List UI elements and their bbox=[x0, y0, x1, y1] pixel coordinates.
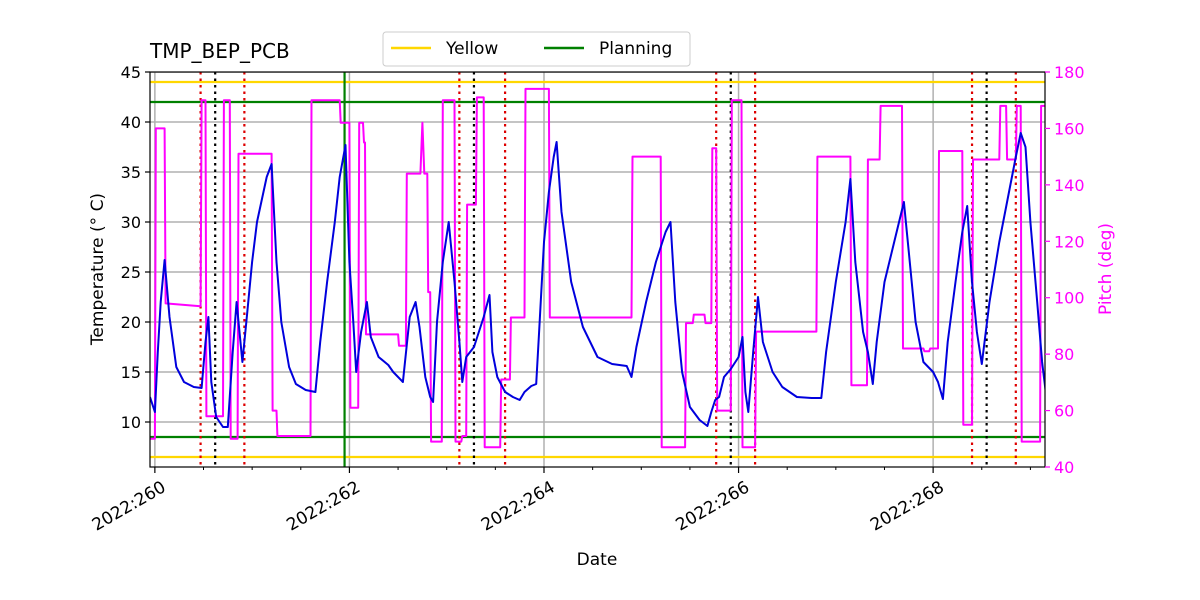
y-tick-label: 45 bbox=[121, 63, 141, 82]
x-tick-label: 2022:260 bbox=[89, 477, 170, 535]
y2-tick-label: 60 bbox=[1054, 402, 1074, 421]
y2-axis-label: Pitch (deg) bbox=[1096, 223, 1116, 315]
y2-tick-label: 120 bbox=[1054, 232, 1085, 251]
pitch-series-line bbox=[150, 87, 1045, 449]
y2-tick-label: 140 bbox=[1054, 176, 1085, 195]
x-axis-label: Date bbox=[577, 550, 618, 570]
y-axis-label: Temperature (° C) bbox=[88, 193, 108, 346]
chart-title: TMP_BEP_PCB bbox=[149, 39, 290, 63]
plot-background bbox=[150, 72, 1045, 467]
y2-tick-label: 180 bbox=[1054, 63, 1085, 82]
plot-frame bbox=[149, 71, 1046, 468]
y-tick-label: 10 bbox=[121, 413, 141, 432]
legend: Yellow Planning bbox=[382, 31, 691, 67]
y-tick-label: 30 bbox=[121, 213, 141, 232]
legend-label-planning: Planning bbox=[599, 39, 672, 59]
x-tick-label: 2022:262 bbox=[283, 477, 364, 535]
temperature-series-line bbox=[150, 132, 1045, 428]
y-tick-label: 20 bbox=[121, 313, 141, 332]
y2-tick-label: 40 bbox=[1054, 458, 1074, 477]
series-layer bbox=[150, 87, 1045, 449]
legend-box bbox=[382, 31, 691, 67]
x-tick-label: 2022:268 bbox=[867, 477, 948, 535]
legend-label-yellow: Yellow bbox=[445, 39, 498, 59]
y2-tick-label: 100 bbox=[1054, 289, 1085, 308]
y-tick-label: 15 bbox=[121, 363, 141, 382]
y2-tick-label: 80 bbox=[1054, 345, 1074, 364]
y-tick-label: 35 bbox=[121, 163, 141, 182]
y2-tick-label: 160 bbox=[1054, 119, 1085, 138]
y-tick-label: 25 bbox=[121, 263, 141, 282]
y-tick-label: 40 bbox=[121, 113, 141, 132]
x-tick-label: 2022:264 bbox=[478, 477, 559, 535]
x-tick-label: 2022:266 bbox=[673, 477, 754, 535]
